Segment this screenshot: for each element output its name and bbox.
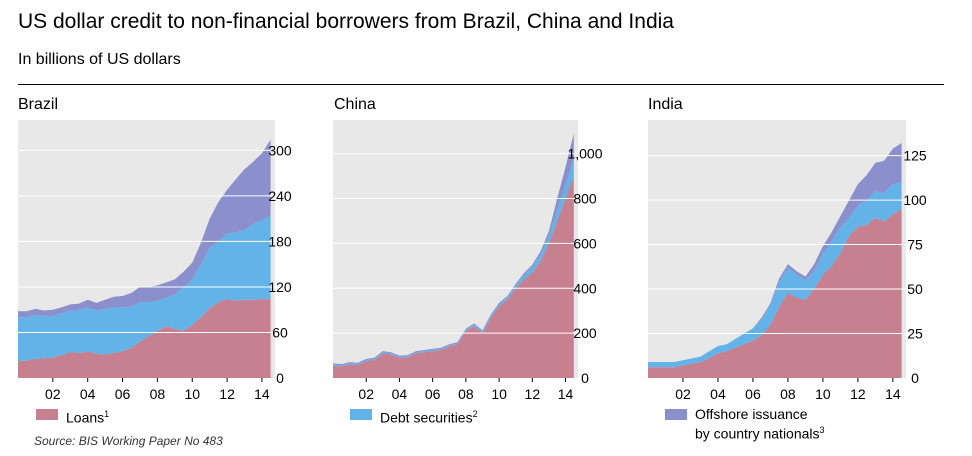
y-tick-label-brazil: 240 (268, 188, 292, 204)
area-offshore-india (648, 143, 902, 362)
y-tick-label-india: 0 (911, 370, 919, 386)
title-divider (18, 84, 944, 85)
panel-india: 0 25 50 75 100 125 02 04 06 08 10 12 14 (648, 120, 927, 402)
y-tick-label-china: 600 (573, 235, 597, 251)
legend-swatch-loans (36, 409, 58, 420)
x-tick-label-brazil: 14 (254, 386, 270, 402)
panel-title-china: China (334, 96, 376, 113)
x-tick-label-brazil: 08 (150, 386, 166, 402)
area-offshore-brazil (18, 139, 271, 318)
x-tick-label-china: 12 (525, 386, 541, 402)
x-tick-label-china: 04 (392, 386, 408, 402)
y-tick-label-brazil: 60 (272, 324, 288, 340)
area-debt-securities-india (648, 182, 902, 368)
x-tick-label-india: 08 (780, 386, 796, 402)
x-tick-label-india: 06 (745, 386, 761, 402)
x-tick-label-india: 04 (710, 386, 726, 402)
area-debt-securities-brazil (18, 215, 271, 362)
x-tick-label-india: 12 (850, 386, 866, 402)
area-loans-china (333, 176, 574, 378)
x-tick-label-brazil: 12 (219, 386, 235, 402)
y-tick-label-india: 125 (903, 148, 927, 164)
area-loans-brazil (18, 299, 271, 378)
source-note: Source: BIS Working Paper No 483 (34, 434, 223, 448)
legend-label-loans: Loans1 (66, 409, 110, 426)
x-tick-label-china: 06 (425, 386, 441, 402)
area-loans-india (648, 209, 902, 378)
x-tick-label-china: 08 (458, 386, 474, 402)
panel-title-india: India (648, 96, 683, 113)
panel-brazil: 0 60 120 180 240 300 02 04 06 08 10 12 14 (18, 120, 292, 402)
x-tick-label-brazil: 10 (184, 386, 200, 402)
y-tick-label-brazil: 300 (268, 142, 292, 158)
y-tick-label-india: 50 (907, 281, 923, 297)
y-tick-label-china: 1,000 (567, 146, 602, 162)
legend-label-offshore: Offshore issuance by country nationals3 (695, 406, 825, 442)
legend-swatch-debt-securities (350, 409, 372, 420)
x-tick-label-china: 02 (358, 386, 374, 402)
x-tick-label-india: 02 (675, 386, 691, 402)
panel-title-brazil: Brazil (18, 96, 59, 113)
y-tick-label-china: 0 (581, 370, 589, 386)
y-tick-label-china: 400 (573, 280, 597, 296)
x-tick-label-china: 10 (491, 386, 507, 402)
x-tick-label-india: 14 (885, 386, 901, 402)
legend-swatch-offshore (665, 409, 687, 420)
y-tick-label-china: 200 (573, 325, 597, 341)
y-tick-label-brazil: 180 (268, 233, 292, 249)
page-title: US dollar credit to non-financial borrow… (18, 10, 674, 33)
y-tick-label-india: 25 (907, 326, 923, 342)
page-subtitle: In billions of US dollars (18, 51, 181, 68)
x-tick-label-brazil: 02 (45, 386, 61, 402)
y-tick-label-india: 75 (907, 237, 923, 253)
panel-china: 0 200 400 600 800 1,000 02 04 06 08 10 12 14 (333, 120, 603, 402)
x-tick-label-brazil: 06 (115, 386, 131, 402)
legend-label-debt-securities: Debt securities2 (380, 409, 478, 426)
x-tick-label-china: 14 (558, 386, 574, 402)
y-tick-label-india: 100 (903, 192, 927, 208)
y-tick-label-china: 800 (573, 191, 597, 207)
x-tick-label-brazil: 04 (80, 386, 96, 402)
y-tick-label-brazil: 120 (268, 279, 292, 295)
y-tick-label-brazil: 0 (276, 370, 284, 386)
x-tick-label-india: 10 (815, 386, 831, 402)
